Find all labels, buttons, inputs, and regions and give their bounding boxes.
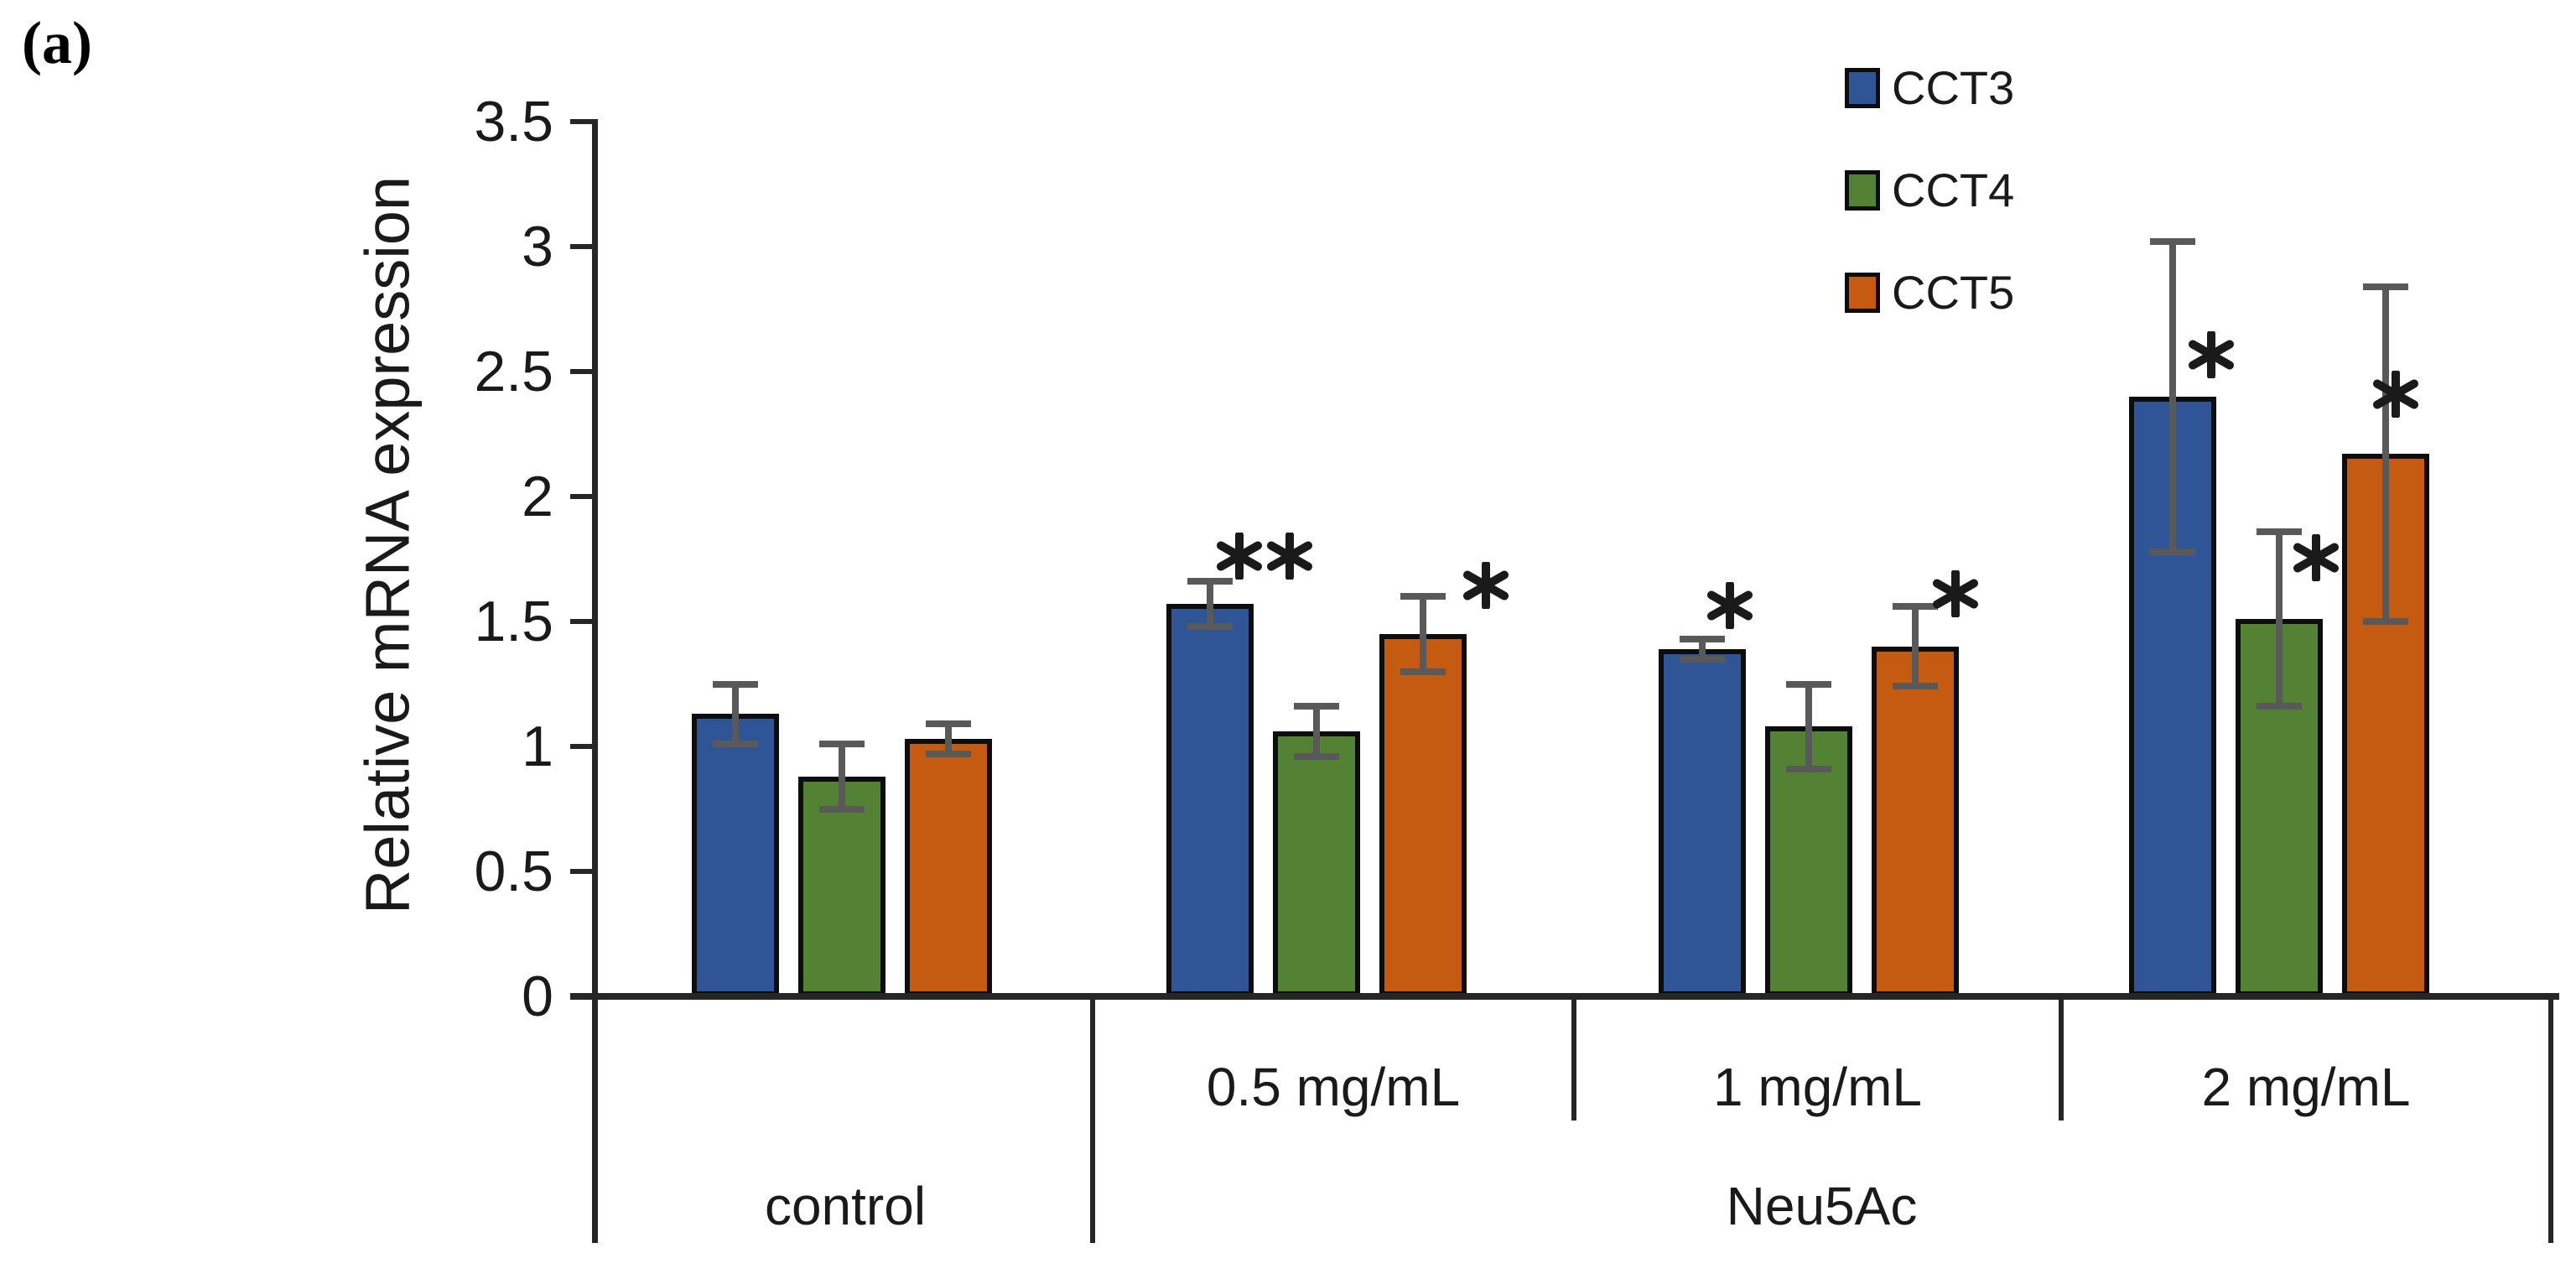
y-tick-label: 1.5 [474,590,553,653]
category-label-control: control [764,1176,927,1236]
category-label-0-5-mg-ml: 0.5 mg/mL [1206,1057,1461,1117]
y-tick-label: 2 [522,465,553,528]
error-bar-cap-bottom [1893,683,1938,690]
y-axis-line [592,119,598,1243]
category-label-neu5ac: Neu5Ac [1726,1176,1918,1236]
error-bar-cap-top [926,720,971,728]
error-bar-cap-bottom [1294,752,1339,760]
y-tick-label: 0 [522,965,553,1028]
error-bar [732,684,739,745]
y-tick-label: 3.5 [474,90,553,153]
error-bar-cap-bottom [2363,618,2408,625]
asterisk-icon [1707,582,1753,629]
cct5-swatch-icon [1845,273,1880,313]
asterisk-icon [1267,533,1312,580]
x-axis-line [570,993,2559,1000]
error-bar [1699,638,1706,659]
error-bar-cap-top [819,741,865,748]
y-tick [570,119,592,124]
category-separator [1571,996,1576,1121]
y-axis-title: Relative mRNA expression [352,175,423,915]
error-bar [2169,242,2176,552]
asterisk-icon [1217,533,1262,580]
bar-cct4-0-5-mg-ml [1273,731,1360,996]
error-bar [1207,581,1213,627]
y-tick [570,494,592,499]
category-label-2-mg-ml: 2 mg/mL [2201,1057,2411,1117]
error-bar-cap-top [1400,593,1446,601]
error-bar-cap-bottom [819,805,865,813]
y-tick [570,744,592,749]
asterisk-icon [2189,331,2234,378]
legend-item-cct3: CCT3 [1845,61,2015,114]
asterisk-icon [2373,371,2418,418]
error-bar-cap-top [1294,703,1339,710]
error-bar [1805,684,1812,769]
error-bar-cap-top [2363,283,2408,290]
asterisk-icon [2293,534,2339,581]
error-bar [1420,596,1426,672]
category-separator [2059,996,2064,1121]
panel-label: (a) [22,9,92,76]
error-bar [1313,706,1320,757]
error-bar-cap-bottom [2257,703,2302,710]
y-tick [570,244,592,249]
legend-item-cct4: CCT4 [1845,164,2015,216]
bar-cct3-control [692,714,779,996]
legend-label-cct5: CCT5 [1892,266,2015,319]
error-bar-cap-bottom [1786,765,1831,772]
error-bar [839,744,845,809]
asterisk-icon [1463,562,1509,609]
y-tick-label: 0.5 [474,840,553,903]
cct3-swatch-icon [1845,68,1880,108]
category-label-1-mg-ml: 1 mg/mL [1713,1057,1922,1117]
error-bar-cap-top [1680,635,1725,642]
bar-cct5-0-5-mg-ml [1379,633,1467,996]
error-bar [2276,531,2283,707]
asterisk-icon [1933,570,1978,617]
legend-label-cct3: CCT3 [1892,61,2015,114]
legend-label-cct4: CCT4 [1892,164,2015,216]
error-bar-cap-top [1786,680,1831,688]
legend-item-cct5: CCT5 [1845,266,2015,319]
y-tick-label: 2.5 [474,340,553,403]
error-bar [1912,606,1919,687]
category-separator [1090,996,1095,1243]
category-separator [2548,996,2553,1243]
bar-cct3-0-5-mg-ml [1166,604,1254,996]
bar-cct3-1-mg-ml [1659,648,1746,996]
y-tick-label: 1 [522,715,553,778]
error-bar-cap-top [713,680,758,688]
y-tick [570,369,592,374]
error-bar-cap-top [2150,238,2195,246]
bar-cct5-control [905,739,992,996]
y-tick-label: 3 [522,215,553,278]
error-bar [2382,286,2389,621]
error-bar-cap-bottom [1187,622,1233,630]
cct4-swatch-icon [1845,170,1880,211]
error-bar-cap-top [1187,578,1233,585]
error-bar-cap-bottom [1680,655,1725,663]
y-tick [570,619,592,624]
bar-cct5-1-mg-ml [1872,646,1959,996]
y-tick [570,869,592,874]
error-bar-cap-bottom [713,741,758,748]
error-bar-cap-bottom [2150,548,2195,555]
error-bar-cap-top [1893,603,1938,611]
legend: CCT3 CCT4 CCT5 [1845,61,2015,374]
error-bar-cap-bottom [1400,668,1446,675]
error-bar-cap-top [2257,528,2302,535]
error-bar [945,724,952,754]
error-bar-cap-bottom [926,750,971,757]
